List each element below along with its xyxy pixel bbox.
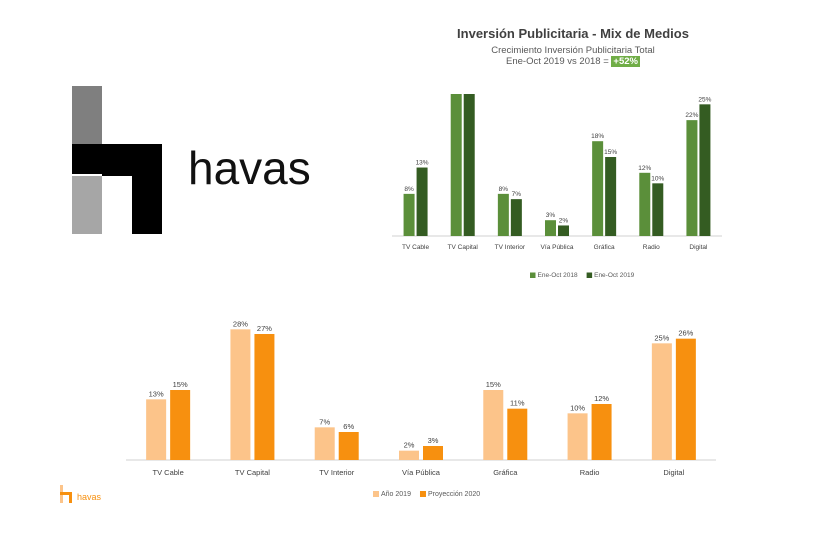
bar-grafica-ano-2019 bbox=[483, 390, 504, 460]
data-label-tv-interior-ene-oct-2019: 7% bbox=[512, 191, 522, 198]
data-label-via-publica-ano-2019: 2% bbox=[404, 441, 415, 450]
data-label-via-publica-proyeccion-2020: 3% bbox=[428, 436, 439, 445]
data-label-grafica-ene-oct-2019: 15% bbox=[604, 149, 617, 156]
legend-swatch-ano-2019 bbox=[373, 491, 379, 497]
logo-bar-top bbox=[72, 86, 102, 144]
chart-media-mix-2019-2020: 13% 15% TV Cable 28% 27% TV Capital 7% 6% TV Int… bbox=[126, 319, 716, 498]
bar-tv-cable-ene-oct-2019 bbox=[416, 167, 428, 236]
data-label-via-publica-ene-oct-2018: 3% bbox=[546, 212, 556, 219]
category-label-via-publica: Vía Pública bbox=[541, 244, 574, 251]
category-label-tv-capital: TV Capital bbox=[448, 244, 479, 251]
category-label-radio: Radio bbox=[643, 244, 660, 251]
data-label-radio-ano-2019: 10% bbox=[570, 403, 585, 412]
bar-tv-interior-ene-oct-2019 bbox=[510, 199, 522, 236]
page-subtitle: Crecimiento Inversión Publicitaria Total… bbox=[388, 45, 758, 67]
data-label-tv-cable-proyeccion-2020: 15% bbox=[173, 380, 188, 389]
logo-wordmark: havas bbox=[188, 142, 311, 194]
havas-logo: havas bbox=[72, 86, 311, 234]
bar-grafica-ene-oct-2019 bbox=[605, 157, 617, 236]
data-label-tv-cable-ene-oct-2019: 13% bbox=[416, 160, 429, 167]
category-label-grafica: Gráfica bbox=[594, 244, 615, 251]
data-label-digital-ene-oct-2019: 25% bbox=[698, 96, 711, 103]
category-label-via-publica: Vía Pública bbox=[402, 468, 441, 477]
legend-label-ene-oct-2018: Ene-Oct 2018 bbox=[538, 272, 578, 279]
legend-swatch-proyeccion-2020 bbox=[419, 491, 426, 497]
bar-via-publica-ene-oct-2019 bbox=[558, 225, 569, 236]
category-label-radio: Radio bbox=[580, 468, 600, 477]
category-label-tv-cable: TV Cable bbox=[402, 244, 429, 251]
category-label-tv-capital: TV Capital bbox=[235, 468, 270, 477]
legend-label-ano-2019: Año 2019 bbox=[381, 491, 411, 498]
category-label-tv-interior: TV Interior bbox=[495, 244, 526, 251]
data-label-radio-ene-oct-2018: 12% bbox=[638, 165, 651, 172]
category-label-grafica: Gráfica bbox=[493, 468, 518, 477]
category-label-tv-cable: TV Cable bbox=[153, 468, 184, 477]
bar-radio-ene-oct-2018 bbox=[639, 172, 651, 236]
data-label-radio-ene-oct-2019: 10% bbox=[651, 175, 664, 182]
data-label-grafica-proyeccion-2020: 11% bbox=[510, 399, 525, 408]
bar-via-publica-proyeccion-2020 bbox=[423, 446, 443, 460]
bar-radio-proyeccion-2020 bbox=[591, 404, 612, 460]
subtitle-line-2: Ene-Oct 2019 vs 2018 = +52% bbox=[388, 56, 758, 67]
havas-footer-logo: havas bbox=[60, 485, 102, 503]
bar-tv-cable-ano-2019 bbox=[146, 399, 167, 460]
subtitle-line-1: Crecimiento Inversión Publicitaria Total bbox=[491, 45, 655, 56]
category-label-digital: Digital bbox=[663, 468, 684, 477]
data-label-tv-interior-ano-2019: 7% bbox=[319, 417, 330, 426]
bar-tv-interior-ano-2019 bbox=[314, 427, 335, 460]
data-label-tv-interior-ene-oct-2018: 8% bbox=[499, 186, 509, 193]
footer-logo-wordmark: havas bbox=[77, 492, 102, 502]
bar-grafica-ene-oct-2018 bbox=[592, 141, 604, 236]
bar-digital-ene-oct-2019 bbox=[699, 104, 711, 236]
data-label-grafica-ene-oct-2018: 18% bbox=[591, 133, 604, 140]
bar-via-publica-ano-2019 bbox=[399, 450, 419, 460]
data-label-tv-capital-ano-2019: 28% bbox=[233, 319, 248, 328]
data-label-tv-cable-ene-oct-2018: 8% bbox=[404, 186, 414, 193]
data-label-digital-ano-2019: 25% bbox=[654, 333, 669, 342]
bar-digital-ano-2019 bbox=[651, 343, 672, 460]
bar-digital-ene-oct-2018 bbox=[686, 120, 698, 236]
legend-label-proyeccion-2020: Proyección 2020 bbox=[428, 491, 480, 498]
data-label-digital-proyeccion-2020: 26% bbox=[678, 329, 693, 338]
bar-radio-ano-2019 bbox=[567, 413, 588, 460]
growth-badge: +52% bbox=[611, 56, 640, 67]
logo-bar-bottom bbox=[72, 176, 102, 234]
bar-radio-ene-oct-2019 bbox=[652, 183, 664, 236]
bar-tv-cable-proyeccion-2020 bbox=[170, 390, 191, 460]
bar-tv-capital-ene-oct-2019 bbox=[463, 94, 475, 237]
bar-tv-capital-ano-2019 bbox=[230, 329, 251, 460]
header: Inversión Publicitaria - Mix de Medios C… bbox=[388, 26, 758, 67]
data-label-via-publica-ene-oct-2019: 2% bbox=[559, 217, 569, 224]
bar-tv-capital-ene-oct-2018 bbox=[450, 94, 462, 236]
data-label-digital-ene-oct-2018: 22% bbox=[685, 112, 698, 119]
bar-grafica-proyeccion-2020 bbox=[507, 408, 528, 460]
data-label-tv-capital-proyeccion-2020: 27% bbox=[257, 324, 272, 333]
data-label-tv-interior-proyeccion-2020: 6% bbox=[343, 422, 354, 431]
category-label-tv-interior: TV Interior bbox=[319, 468, 355, 477]
legend-label-ene-oct-2019: Ene-Oct 2019 bbox=[594, 272, 634, 279]
legend-swatch-ene-oct-2019 bbox=[586, 272, 593, 278]
bar-digital-proyeccion-2020 bbox=[675, 338, 696, 460]
page-title: Inversión Publicitaria - Mix de Medios bbox=[457, 26, 689, 41]
footer-logo-h-mark bbox=[60, 492, 72, 503]
logo-h-mark bbox=[72, 144, 162, 234]
subtitle-line-2-text: Ene-Oct 2019 vs 2018 = bbox=[506, 56, 612, 67]
legend-swatch-ene-oct-2018 bbox=[530, 272, 536, 278]
bar-tv-interior-ene-oct-2018 bbox=[497, 193, 509, 236]
data-label-grafica-ano-2019: 15% bbox=[486, 380, 501, 389]
bar-tv-cable-ene-oct-2018 bbox=[403, 193, 415, 236]
bar-tv-interior-proyeccion-2020 bbox=[338, 432, 359, 460]
category-label-digital: Digital bbox=[689, 244, 708, 251]
data-label-tv-cable-ano-2019: 13% bbox=[149, 389, 164, 398]
bar-via-publica-ene-oct-2018 bbox=[545, 220, 556, 236]
bar-tv-capital-proyeccion-2020 bbox=[254, 334, 275, 460]
data-label-radio-proyeccion-2020: 12% bbox=[594, 394, 609, 403]
